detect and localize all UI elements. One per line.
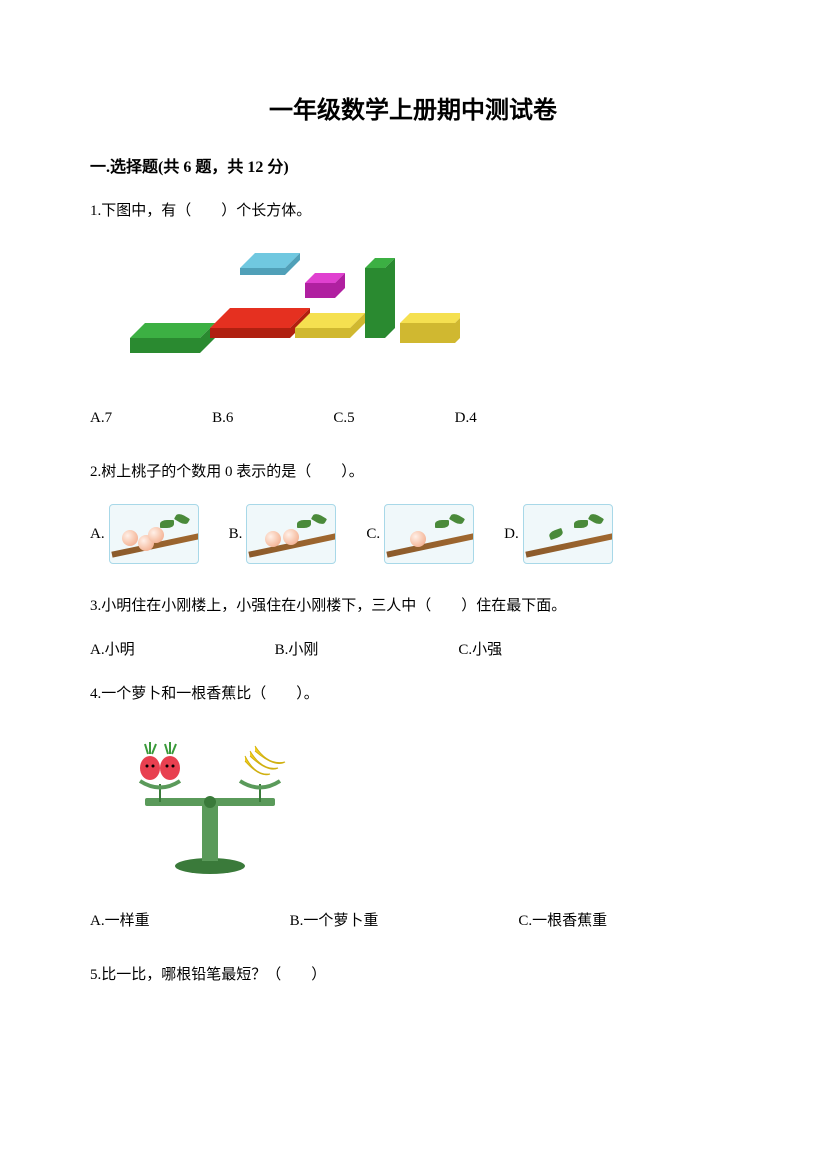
peach-box-d (523, 504, 613, 564)
q4-options: A.一样重 B.一个萝卜重 C.一根香蕉重 (90, 909, 736, 933)
q4-figure (120, 726, 736, 884)
blocks-diagram (120, 243, 460, 373)
peach-box-c (384, 504, 474, 564)
balance-scale (120, 726, 300, 876)
question-5: 5.比一比，哪根铅笔最短？（ ） (90, 963, 736, 987)
q1-option-d[interactable]: D.4 (455, 406, 477, 430)
q3-option-b[interactable]: B.小刚 (275, 638, 319, 662)
q2-option-b[interactable]: B. (229, 504, 337, 564)
q2-label-b: B. (229, 522, 243, 546)
q4-option-b[interactable]: B.一个萝卜重 (290, 909, 379, 933)
peach-box-b (246, 504, 336, 564)
q3-options: A.小明 B.小刚 C.小强 (90, 638, 736, 662)
q2-label-d: D. (504, 522, 519, 546)
q3-option-a[interactable]: A.小明 (90, 638, 135, 662)
q1-figure (120, 243, 736, 381)
q2-options: A. B. C. (90, 504, 736, 564)
q4-option-a[interactable]: A.一样重 (90, 909, 150, 933)
q1-option-b[interactable]: B.6 (212, 406, 233, 430)
q2-label-c: C. (366, 522, 380, 546)
question-4: 4.一个萝卜和一根香蕉比（ ）。 (90, 682, 736, 933)
q1-option-c[interactable]: C.5 (333, 406, 354, 430)
question-3: 3.小明住在小刚楼上，小强住在小刚楼下，三人中（ ）住在最下面。 A.小明 B.… (90, 594, 736, 662)
section-header: 一.选择题(共 6 题，共 12 分) (90, 153, 736, 177)
q2-label-a: A. (90, 522, 105, 546)
q3-text: 3.小明住在小刚楼上，小强住在小刚楼下，三人中（ ）住在最下面。 (90, 594, 736, 618)
page-title: 一年级数学上册期中测试卷 (90, 90, 736, 125)
q2-text: 2.树上桃子的个数用 0 表示的是（ ）。 (90, 460, 736, 484)
q4-option-c[interactable]: C.一根香蕉重 (518, 909, 607, 933)
q1-option-a[interactable]: A.7 (90, 406, 112, 430)
question-2: 2.树上桃子的个数用 0 表示的是（ ）。 A. B. (90, 460, 736, 564)
question-1: 1.下图中，有（ ）个长方体。 (90, 199, 736, 430)
q1-options: A.7 B.6 C.5 D.4 (90, 406, 736, 430)
q2-option-d[interactable]: D. (504, 504, 613, 564)
q5-text: 5.比一比，哪根铅笔最短？（ ） (90, 963, 736, 987)
q3-option-c[interactable]: C.小强 (458, 638, 502, 662)
q1-text: 1.下图中，有（ ）个长方体。 (90, 199, 736, 223)
q2-option-c[interactable]: C. (366, 504, 474, 564)
q2-option-a[interactable]: A. (90, 504, 199, 564)
q4-text: 4.一个萝卜和一根香蕉比（ ）。 (90, 682, 736, 706)
peach-box-a (109, 504, 199, 564)
